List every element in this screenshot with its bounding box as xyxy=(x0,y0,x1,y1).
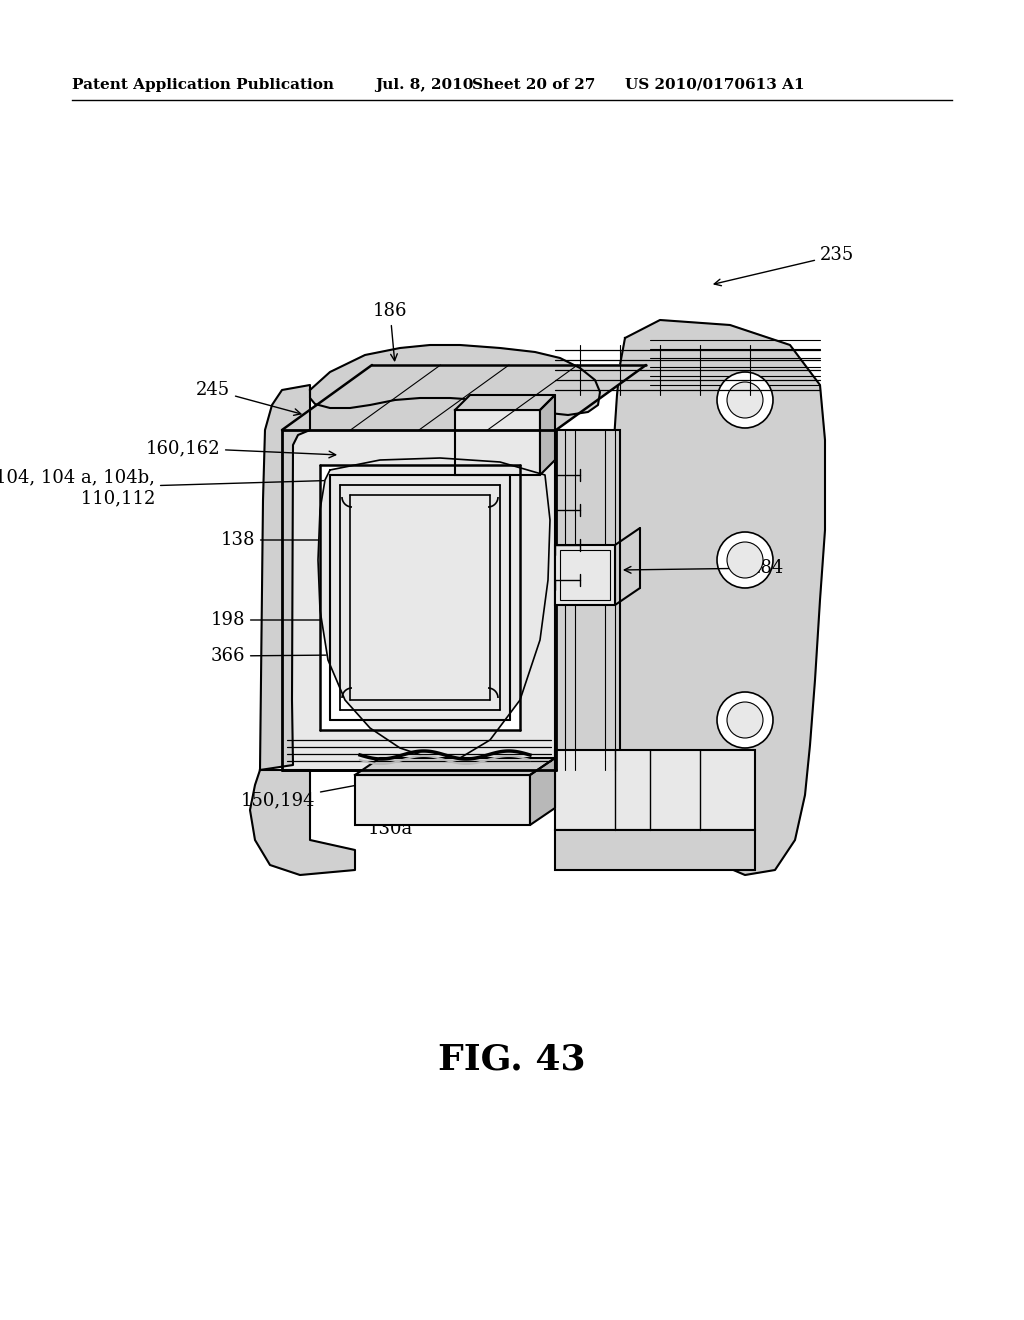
Polygon shape xyxy=(282,366,646,430)
Polygon shape xyxy=(260,385,310,770)
Text: 104, 104 a, 104b,
     110,112: 104, 104 a, 104b, 110,112 xyxy=(0,469,341,507)
Text: 130a: 130a xyxy=(368,799,413,838)
Bar xyxy=(455,411,540,475)
Polygon shape xyxy=(310,345,600,414)
Polygon shape xyxy=(250,770,355,875)
Polygon shape xyxy=(318,458,550,758)
Polygon shape xyxy=(530,758,555,825)
Bar xyxy=(355,775,530,825)
Text: Jul. 8, 2010: Jul. 8, 2010 xyxy=(375,78,473,92)
Circle shape xyxy=(717,532,773,587)
Text: FIG. 43: FIG. 43 xyxy=(438,1043,586,1077)
Text: 160,162: 160,162 xyxy=(145,440,336,458)
Polygon shape xyxy=(455,395,555,411)
Polygon shape xyxy=(282,430,556,770)
Text: 284: 284 xyxy=(625,558,784,577)
Polygon shape xyxy=(612,319,825,875)
Text: 245: 245 xyxy=(196,381,301,416)
Text: Sheet 20 of 27: Sheet 20 of 27 xyxy=(472,78,595,92)
Circle shape xyxy=(717,692,773,748)
Bar xyxy=(555,830,755,870)
Polygon shape xyxy=(355,758,555,775)
Circle shape xyxy=(727,543,763,578)
Bar xyxy=(555,430,620,770)
Text: 186: 186 xyxy=(373,302,408,360)
Polygon shape xyxy=(319,465,520,730)
Bar xyxy=(555,750,755,830)
Circle shape xyxy=(727,381,763,418)
Text: 150,194: 150,194 xyxy=(241,776,391,809)
Polygon shape xyxy=(540,395,555,475)
Text: 235: 235 xyxy=(714,246,854,285)
Text: US 2010/0170613 A1: US 2010/0170613 A1 xyxy=(625,78,805,92)
Bar xyxy=(560,550,610,601)
Circle shape xyxy=(727,702,763,738)
Text: 198: 198 xyxy=(211,611,336,630)
Text: 366: 366 xyxy=(211,647,336,665)
Circle shape xyxy=(717,372,773,428)
Text: 138: 138 xyxy=(220,531,341,549)
Bar xyxy=(555,545,615,605)
Text: Patent Application Publication: Patent Application Publication xyxy=(72,78,334,92)
